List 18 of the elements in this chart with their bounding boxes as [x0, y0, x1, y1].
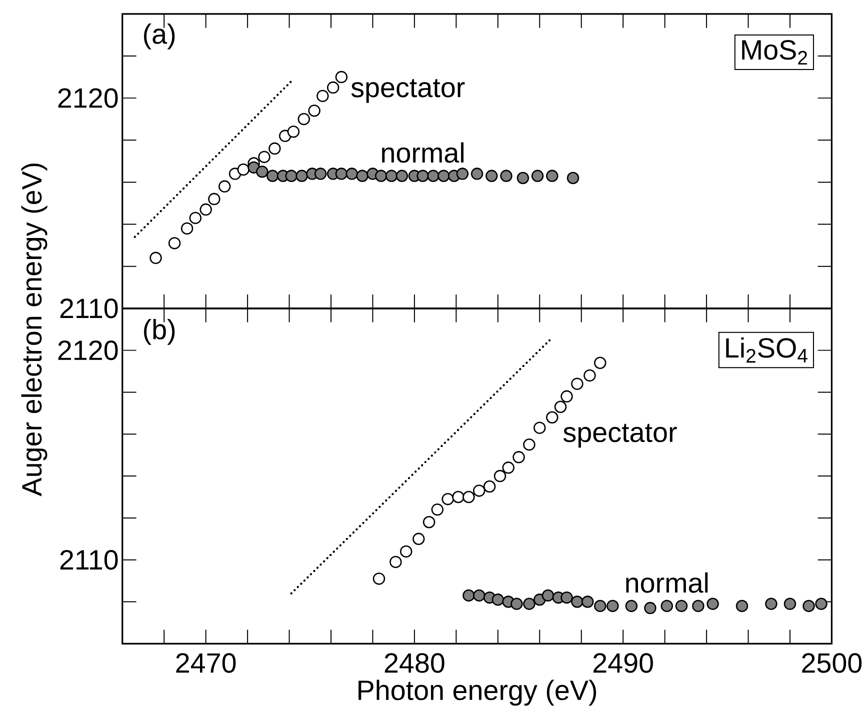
x-tick-label: 2500 [802, 653, 862, 673]
annotation: (b) [144, 318, 175, 345]
y-axis-title: Auger electron energy (eV) [21, 163, 48, 496]
y-tick-label: 2110 [60, 298, 118, 318]
annotation: MoS$_{2}$ [742, 40, 808, 64]
x-tick-label: 2490 [594, 653, 653, 673]
series-label: spectator [563, 424, 677, 448]
series-label: spectator [351, 78, 465, 103]
y-tick-label: 2120 [58, 88, 118, 108]
x-tick-label: 2470 [176, 653, 236, 673]
annotation: Li$_{2}$SO$_{4}$ [726, 337, 808, 362]
x-axis-title: Photon energy (eV) [358, 680, 596, 706]
annotation: (a) [144, 23, 175, 50]
series-label: normal [382, 142, 464, 163]
y-tick-label: 2110 [60, 550, 118, 570]
series-label: normal [626, 572, 708, 593]
y-tick-label: 2120 [58, 340, 118, 360]
x-tick-label: 2480 [384, 653, 444, 673]
